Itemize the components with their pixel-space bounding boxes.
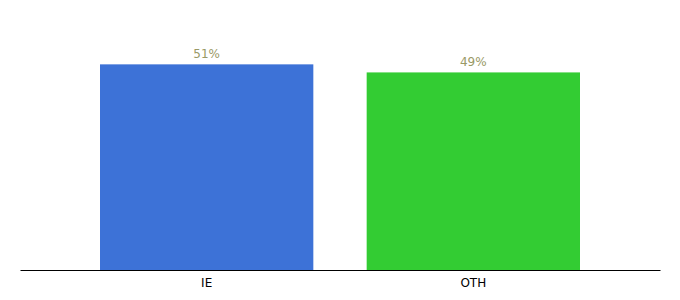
data-label: 49% <box>460 55 487 69</box>
data-label: 51% <box>193 47 220 61</box>
chart-container: 51% 49% IE OTH <box>0 0 680 300</box>
bars <box>100 64 580 270</box>
x-tick-label: IE <box>201 276 212 290</box>
chart-svg: 51% 49% IE OTH <box>0 0 680 300</box>
bar <box>100 64 313 270</box>
bar <box>367 72 580 270</box>
x-tick: IE <box>201 270 212 290</box>
plot-area: 51% 49% IE OTH <box>21 47 661 289</box>
x-tick-label: OTH <box>460 276 486 290</box>
x-axis: IE OTH <box>21 270 661 290</box>
x-tick: OTH <box>460 270 486 290</box>
data-labels: 51% 49% <box>193 47 486 69</box>
x-axis-line <box>21 270 661 271</box>
